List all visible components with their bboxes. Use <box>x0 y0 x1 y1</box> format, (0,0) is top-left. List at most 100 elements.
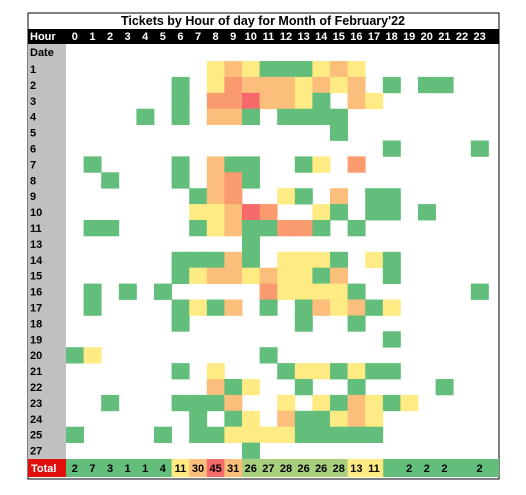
heatmap-cell <box>66 347 84 364</box>
heatmap-cell <box>83 156 102 173</box>
hour-label: 5 <box>160 31 166 43</box>
heatmap-cell <box>83 220 102 237</box>
heatmap-cell <box>365 188 384 205</box>
heatmap-cell <box>294 426 313 443</box>
heatmap-cell <box>330 124 348 141</box>
heatmap-cell <box>312 61 331 78</box>
heatmap-cell <box>312 251 331 269</box>
heatmap-cell <box>206 299 225 316</box>
heatmap-cell <box>171 394 190 412</box>
heatmap-cell <box>312 410 331 428</box>
heatmap-cell <box>330 251 348 269</box>
total-value: 28 <box>280 463 292 475</box>
heatmap-cell <box>435 379 454 396</box>
heatmap-cell <box>312 426 331 443</box>
heatmap-cell <box>242 108 260 125</box>
total-cell <box>171 459 190 477</box>
chart-title: Tickets by Hour of day for Month of Febr… <box>121 14 405 28</box>
heatmap-cell <box>400 394 419 412</box>
heatmap-cell <box>206 204 225 221</box>
heatmap-cell <box>347 379 366 396</box>
heatmap-cell <box>118 283 137 300</box>
heatmap-cell <box>224 156 243 173</box>
heatmap-cell <box>189 267 208 284</box>
heatmap-cell <box>330 61 348 78</box>
heatmap-cell <box>312 92 331 110</box>
heatmap-cell <box>382 188 401 205</box>
heatmap-cell <box>206 61 225 78</box>
heatmap-cell <box>224 410 243 428</box>
heatmap-cell <box>382 204 401 221</box>
heatmap-cell <box>259 204 278 221</box>
hour-label: 19 <box>403 31 415 43</box>
total-value: 2 <box>441 463 447 475</box>
heatmap-cell <box>418 76 436 94</box>
heatmap-cell <box>330 204 348 221</box>
total-value: 13 <box>350 463 362 475</box>
heatmap-cell <box>347 220 366 237</box>
heatmap-cell <box>259 92 278 110</box>
heatmap-cell <box>277 251 296 269</box>
total-value: 2 <box>72 463 78 475</box>
heatmap-cell <box>330 410 348 428</box>
heatmap-cell <box>277 61 296 78</box>
heatmap-cell <box>224 251 243 269</box>
heatmap-cell <box>330 363 348 380</box>
heatmap-cell <box>294 251 313 269</box>
heatmap-cell <box>83 283 102 300</box>
hour-label: 3 <box>125 31 131 43</box>
hour-label: 22 <box>456 31 468 43</box>
heatmap-cell <box>330 283 348 300</box>
total-value: 26 <box>297 463 309 475</box>
heatmap-cell <box>347 92 366 110</box>
date-label: 19 <box>30 334 42 346</box>
heatmap-cell <box>382 140 401 157</box>
heatmap-cell <box>330 426 348 443</box>
date-label: 1 <box>30 64 36 76</box>
heatmap-cell <box>171 76 190 94</box>
total-cell <box>294 459 313 477</box>
heatmap-cell <box>365 92 384 110</box>
heatmap-cell <box>171 156 190 173</box>
heatmap-cell <box>347 315 366 332</box>
heatmap-cell <box>189 394 208 412</box>
heatmap-cell <box>224 76 243 94</box>
heatmap-cell <box>347 156 366 173</box>
heatmap-cell <box>83 347 102 364</box>
heatmap-cell <box>347 76 366 94</box>
heatmap-cell <box>365 410 384 428</box>
heatmap-cell <box>224 394 243 412</box>
hour-label: 18 <box>385 31 397 43</box>
heatmap-cell <box>294 379 313 396</box>
heatmap-cell <box>101 172 120 189</box>
date-label: 4 <box>30 112 37 124</box>
heatmap-cell <box>154 283 172 300</box>
heatmap-cell <box>294 76 313 94</box>
heatmap-cell <box>277 92 296 110</box>
total-value: 31 <box>227 463 239 475</box>
total-cell <box>189 459 208 477</box>
date-label: 18 <box>30 318 42 330</box>
total-value: 2 <box>406 463 412 475</box>
total-cell <box>312 459 331 477</box>
heatmap-cell <box>171 172 190 189</box>
heatmap-cell <box>66 426 84 443</box>
heatmap-cell <box>277 394 296 412</box>
heatmap-cell <box>242 251 260 269</box>
hour-label: 10 <box>245 31 257 43</box>
total-cell <box>242 459 260 477</box>
date-label: 10 <box>30 207 42 219</box>
heatmap-cell <box>294 156 313 173</box>
heatmap-cell <box>294 410 313 428</box>
date-label: 22 <box>30 382 42 394</box>
heatmap-cell <box>242 379 260 396</box>
date-label: 15 <box>30 271 42 283</box>
heatmap-cell <box>330 299 348 316</box>
heatmap-cell <box>347 61 366 78</box>
date-label: 11 <box>30 223 42 235</box>
heatmap-cell <box>365 394 384 412</box>
date-label: 23 <box>30 398 42 410</box>
total-value: 27 <box>262 463 274 475</box>
date-label: 27 <box>30 446 42 458</box>
